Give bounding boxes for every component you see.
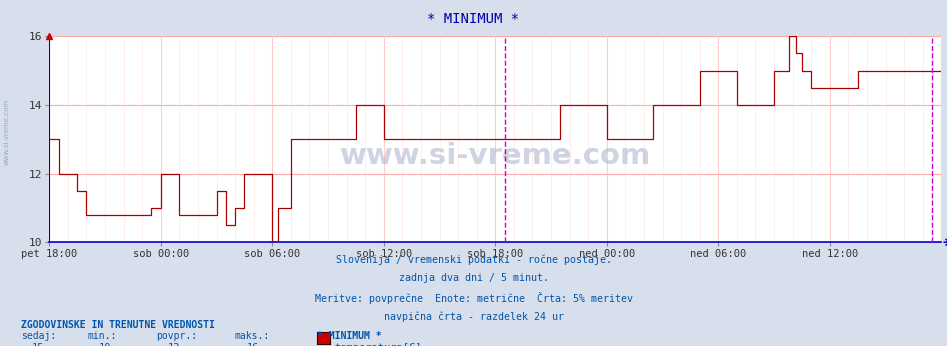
Text: temperatura[C]: temperatura[C] [334,343,421,346]
Text: 10: 10 [98,343,111,346]
Text: Meritve: povprečne  Enote: metrične  Črta: 5% meritev: Meritve: povprečne Enote: metrične Črta:… [314,292,633,304]
Text: min.:: min.: [87,331,116,342]
Text: 16: 16 [246,343,259,346]
Text: 13: 13 [168,343,180,346]
Text: zadnja dva dni / 5 minut.: zadnja dva dni / 5 minut. [399,273,548,283]
Text: navpična črta - razdelek 24 ur: navpična črta - razdelek 24 ur [384,311,563,322]
Text: * MINIMUM *: * MINIMUM * [317,331,382,342]
Text: maks.:: maks.: [235,331,270,342]
Text: sedaj:: sedaj: [21,331,56,342]
Text: ZGODOVINSKE IN TRENUTNE VREDNOSTI: ZGODOVINSKE IN TRENUTNE VREDNOSTI [21,320,215,330]
Text: 15: 15 [32,343,45,346]
Text: povpr.:: povpr.: [156,331,197,342]
Text: www.si-vreme.com: www.si-vreme.com [4,98,9,165]
Text: Slovenija / vremenski podatki - ročne postaje.: Slovenija / vremenski podatki - ročne po… [335,254,612,265]
Text: www.si-vreme.com: www.si-vreme.com [340,142,651,170]
Text: * MINIMUM *: * MINIMUM * [427,12,520,26]
